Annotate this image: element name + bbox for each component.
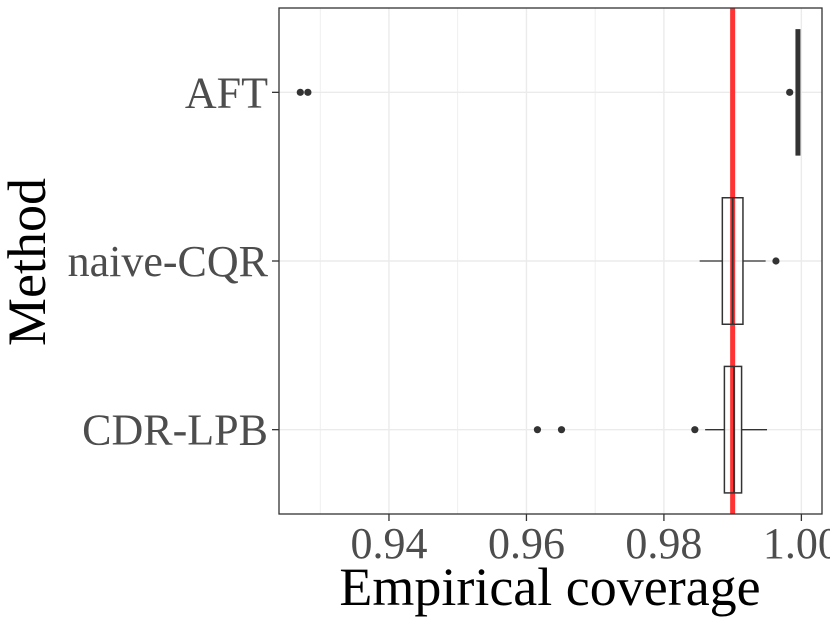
y-tick-layer: AFT naive-CQR CDR-LPB: [68, 68, 279, 455]
outlier-point: [296, 88, 304, 96]
outlier-point: [557, 426, 566, 434]
x-tick-label: 1.00: [763, 519, 830, 568]
outlier-point: [691, 426, 699, 434]
outlier-point: [533, 426, 542, 434]
y-axis-title: Method: [0, 178, 57, 346]
outlier-point: [772, 257, 780, 265]
outlier-point: [786, 88, 794, 96]
outlier-point: [304, 88, 312, 96]
box-cdr-lpb: [533, 365, 768, 494]
x-tick-label: 0.94: [350, 519, 427, 568]
boxes-layer: [296, 29, 801, 494]
x-tick-label: 0.96: [488, 519, 565, 568]
x-tick-label: 0.98: [625, 519, 702, 568]
y-tick-label: naive-CQR: [68, 237, 269, 286]
box-iqr: [723, 365, 743, 494]
box-aft: [296, 29, 801, 156]
x-axis-title: Empirical coverage: [339, 557, 760, 617]
grid-layer: [279, 8, 822, 514]
y-tick-label: AFT: [185, 68, 268, 117]
box-naive-cqr: [699, 197, 780, 325]
x-tick-layer: 0.94 0.96 0.98 1.00: [350, 514, 830, 568]
y-tick-label: CDR-LPB: [82, 406, 268, 455]
